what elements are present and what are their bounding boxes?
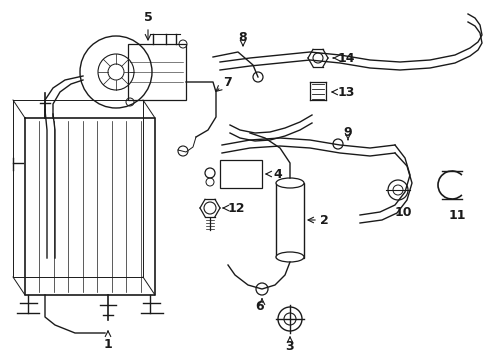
- Ellipse shape: [275, 178, 304, 188]
- Text: 10: 10: [393, 206, 411, 219]
- Text: 11: 11: [447, 208, 465, 221]
- Text: 12: 12: [227, 202, 245, 215]
- Text: 7: 7: [223, 76, 231, 89]
- Bar: [220, 160, 262, 188]
- Bar: [128, 44, 185, 100]
- Text: 3: 3: [285, 341, 294, 354]
- Bar: [275, 183, 304, 258]
- Text: 4: 4: [272, 167, 281, 180]
- Text: 13: 13: [337, 86, 355, 99]
- Text: 9: 9: [343, 126, 351, 139]
- Text: 5: 5: [143, 10, 152, 23]
- Text: 2: 2: [319, 213, 328, 226]
- Text: 14: 14: [337, 51, 355, 64]
- Text: 8: 8: [238, 31, 247, 44]
- Ellipse shape: [275, 252, 304, 262]
- Text: 1: 1: [103, 338, 112, 351]
- Text: 6: 6: [255, 301, 264, 314]
